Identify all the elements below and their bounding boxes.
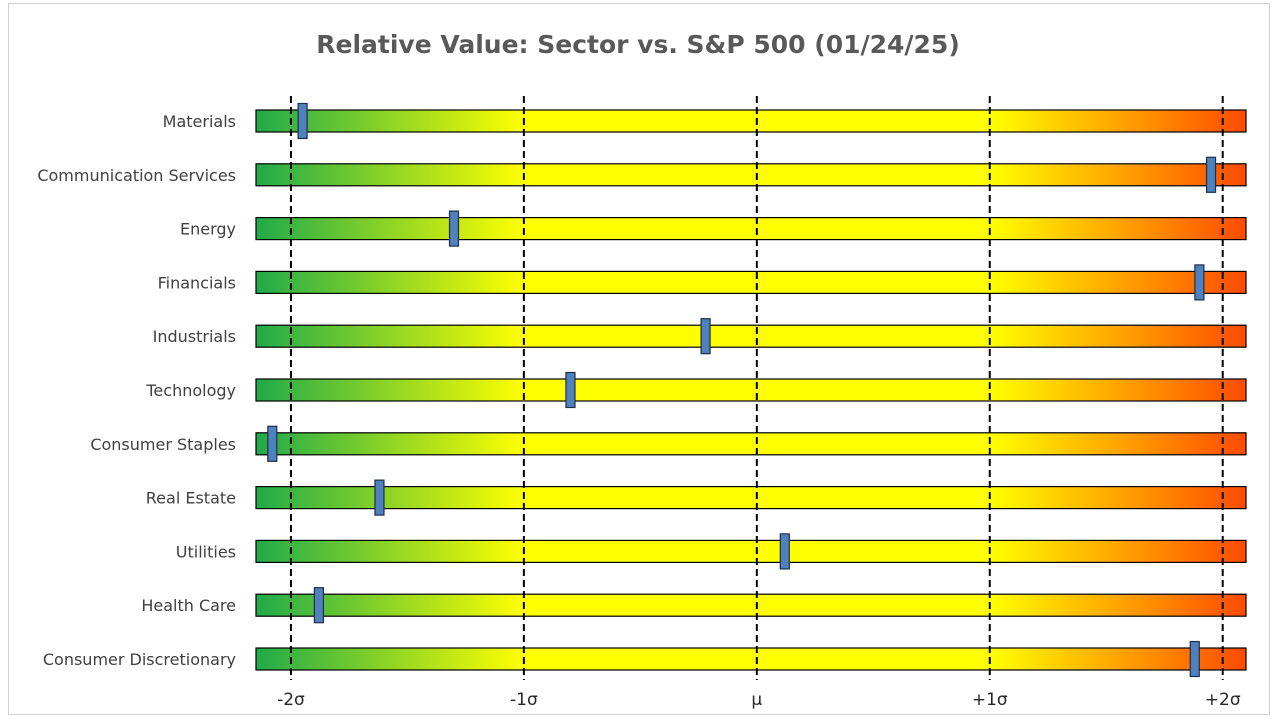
category-label: Materials <box>163 112 236 131</box>
category-label: Technology <box>145 381 236 400</box>
value-marker <box>1189 640 1200 678</box>
value-marker <box>313 587 324 624</box>
x-tick-label: +1σ <box>972 690 1008 710</box>
value-marker <box>779 533 790 570</box>
category-label: Health Care <box>141 596 236 615</box>
category-label: Real Estate <box>146 489 236 508</box>
range-bar <box>255 647 1247 671</box>
range-bar <box>255 378 1247 402</box>
value-marker <box>448 210 460 247</box>
category-label: Consumer Discretionary <box>43 650 236 669</box>
range-bar <box>255 270 1247 294</box>
range-bar <box>255 432 1247 456</box>
x-tick-label: -2σ <box>277 690 305 710</box>
value-marker <box>297 102 308 140</box>
category-label: Industrials <box>153 327 236 346</box>
category-label: Communication Services <box>37 166 236 185</box>
value-marker <box>267 425 278 462</box>
range-bar <box>255 217 1247 241</box>
category-label: Financials <box>158 273 236 292</box>
range-bar <box>255 593 1247 617</box>
range-bar <box>255 109 1247 133</box>
x-tick-label: +2σ <box>1205 690 1241 710</box>
value-marker <box>1194 264 1205 301</box>
range-bar <box>255 324 1247 348</box>
chart-title: Relative Value: Sector vs. S&P 500 (01/2… <box>316 30 960 59</box>
x-tick-label: μ <box>751 690 762 710</box>
range-bar <box>255 486 1247 510</box>
value-marker <box>374 479 385 516</box>
value-marker <box>1205 156 1217 193</box>
value-marker <box>565 371 576 409</box>
category-label: Consumer Staples <box>90 435 236 454</box>
range-bar <box>255 539 1247 564</box>
range-bar <box>255 163 1247 187</box>
category-label: Utilities <box>176 542 236 561</box>
value-marker <box>700 318 711 355</box>
x-tick-label: -1σ <box>510 690 538 710</box>
category-label: Energy <box>180 220 236 239</box>
